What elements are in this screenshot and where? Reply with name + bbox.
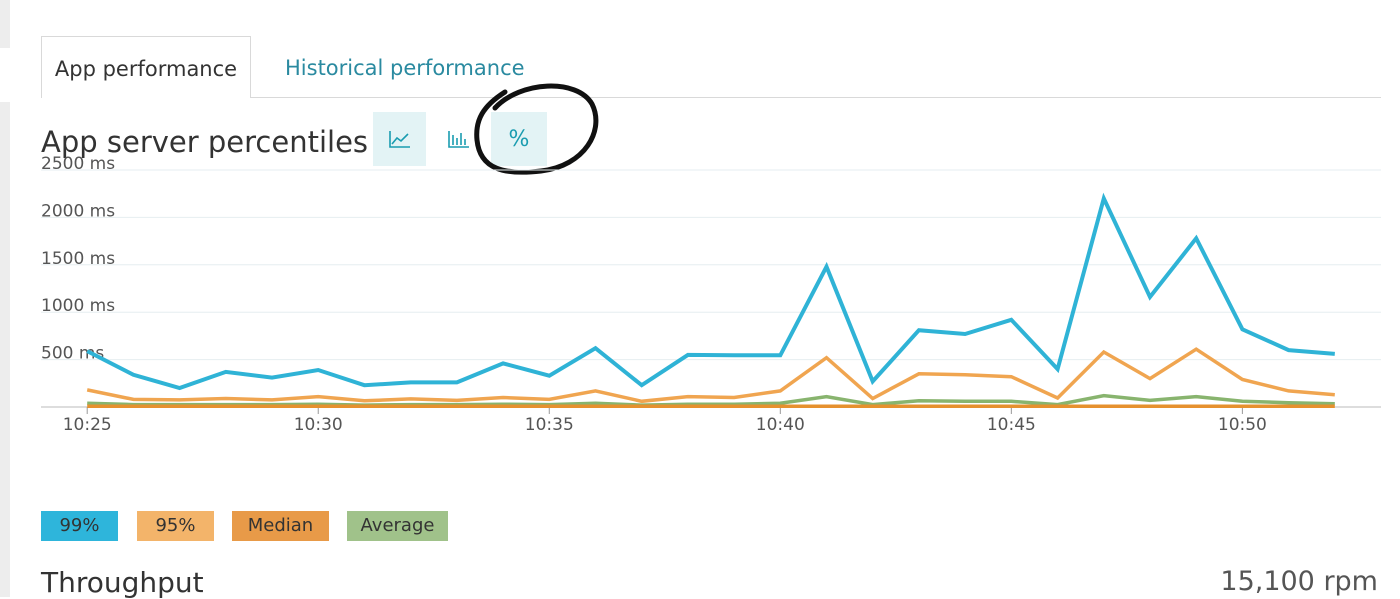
series-line-average — [87, 393, 1335, 407]
legend-label: Average — [360, 515, 435, 536]
x-tick-label: 10:50 — [1218, 415, 1267, 435]
tab-historical-performance[interactable]: Historical performance — [285, 56, 525, 80]
throughput-title: Throughput — [41, 566, 204, 599]
percentile-chart: 2500 ms 2000 ms 1500 ms 1000 ms 500 ms 10:25 1… — [41, 154, 1381, 435]
legend-median[interactable]: Median — [232, 511, 329, 541]
x-tick-label: 10:30 — [294, 415, 343, 435]
legend-95[interactable]: 95% — [137, 511, 214, 541]
tab-bar: App performance Historical performance — [41, 36, 1381, 98]
legend-99[interactable]: 99% — [41, 511, 118, 541]
section-title: App server percentiles — [41, 125, 369, 159]
x-tick-label: 10:35 — [525, 415, 574, 435]
hand-drawn-circle-annotation — [474, 83, 599, 175]
y-tick-label: 500 ms — [41, 344, 104, 364]
tab-app-performance[interactable]: App performance — [41, 36, 251, 98]
series-line-99pct — [86, 192, 1335, 391]
legend-average[interactable]: Average — [347, 511, 448, 541]
x-tick-label: 10:25 — [63, 415, 112, 435]
percentile-view-button[interactable]: % — [491, 112, 547, 166]
y-tick-label: 1500 ms — [41, 249, 115, 269]
legend-label: Median — [247, 515, 314, 536]
left-panel-edge — [0, 102, 10, 597]
legend-label: 99% — [59, 515, 100, 536]
x-tick-label: 10:40 — [756, 415, 805, 435]
left-panel-edge — [0, 0, 10, 48]
percent-icon: % — [508, 126, 530, 152]
line-chart-icon — [388, 131, 410, 148]
bar-chart-icon — [447, 131, 469, 148]
tab-bar-divider — [41, 97, 1381, 98]
y-tick-label: 2500 ms — [41, 154, 115, 174]
line-chart-view-button[interactable] — [373, 112, 426, 166]
y-tick-label: 1000 ms — [41, 296, 115, 316]
x-tick-label: 10:45 — [987, 415, 1036, 435]
series-line-95pct — [86, 347, 1335, 404]
legend-label: 95% — [155, 515, 196, 536]
throughput-value: 15,100 rpm — [1220, 566, 1378, 597]
y-tick-label: 2000 ms — [41, 201, 115, 221]
